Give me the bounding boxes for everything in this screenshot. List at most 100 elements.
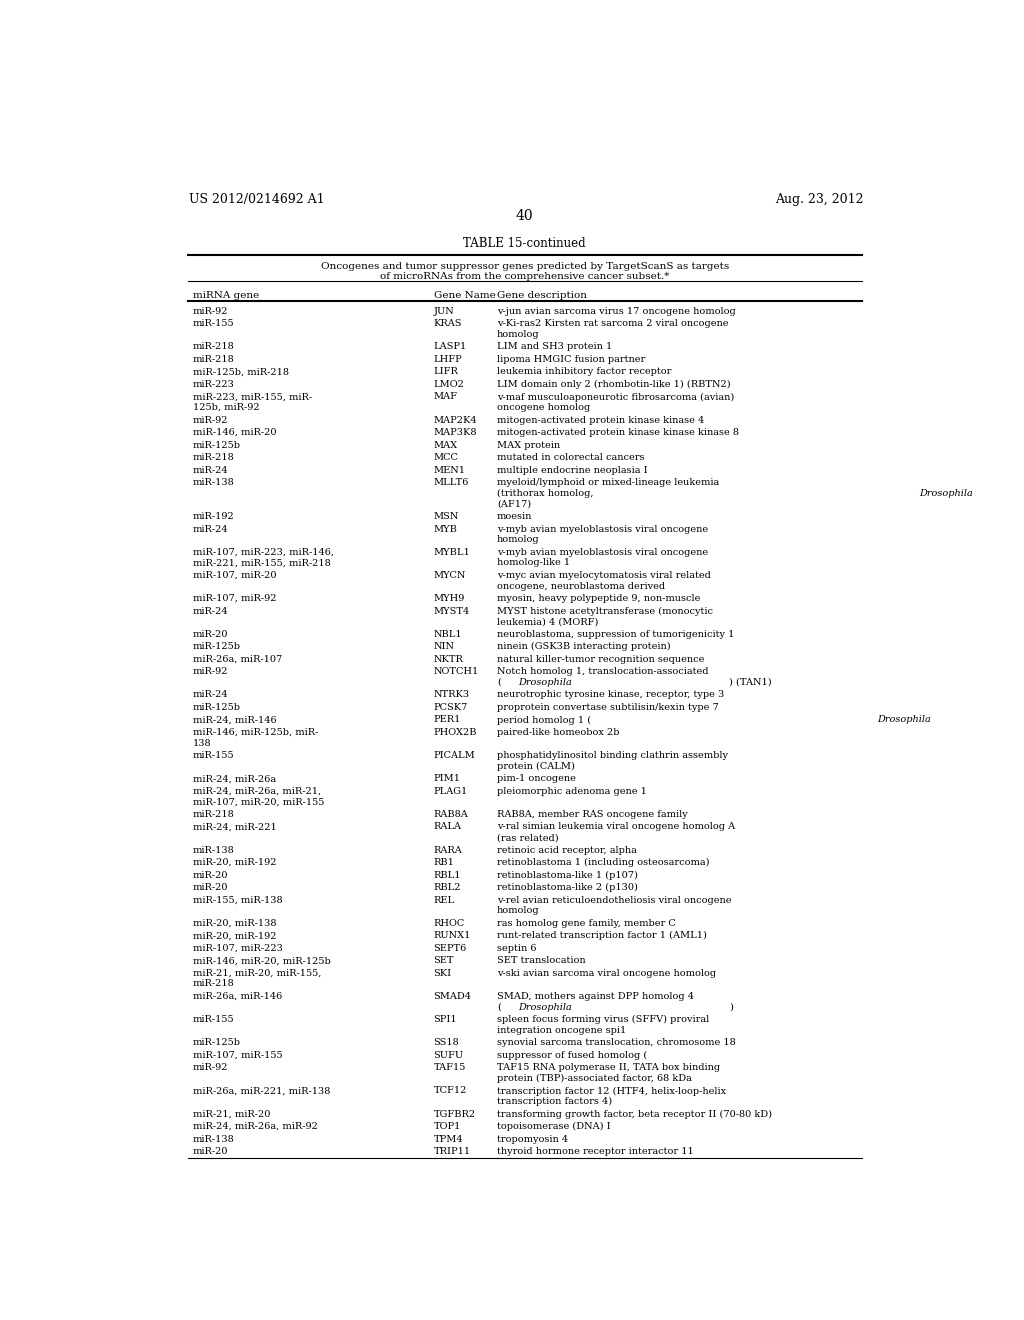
Text: miR-26a, miR-107: miR-26a, miR-107 <box>194 655 283 664</box>
Text: retinoblastoma 1 (including osteosarcoma): retinoblastoma 1 (including osteosarcoma… <box>497 858 710 867</box>
Text: miR-125b: miR-125b <box>194 1039 241 1047</box>
Text: NIN: NIN <box>433 643 455 651</box>
Text: RHOC: RHOC <box>433 919 465 928</box>
Text: MYST4: MYST4 <box>433 606 470 615</box>
Text: miR-20, miR-192: miR-20, miR-192 <box>194 932 276 940</box>
Text: SKI: SKI <box>433 969 452 978</box>
Text: homolog: homolog <box>497 330 540 339</box>
Text: of microRNAs from the comprehensive cancer subset.*: of microRNAs from the comprehensive canc… <box>380 272 670 281</box>
Text: ) (TAN1): ) (TAN1) <box>729 678 772 686</box>
Text: miR-24: miR-24 <box>194 524 228 533</box>
Text: miR-218: miR-218 <box>194 979 234 989</box>
Text: septin 6: septin 6 <box>497 944 537 953</box>
Text: miR-20: miR-20 <box>194 871 228 879</box>
Text: MCC: MCC <box>433 453 459 462</box>
Text: NOTCH1: NOTCH1 <box>433 667 479 676</box>
Text: (: ( <box>497 678 501 686</box>
Text: RUNX1: RUNX1 <box>433 932 471 940</box>
Text: LIFR: LIFR <box>433 367 459 376</box>
Text: miR-24: miR-24 <box>194 466 228 475</box>
Text: paired-like homeobox 2b: paired-like homeobox 2b <box>497 727 620 737</box>
Text: leukemia inhibitory factor receptor: leukemia inhibitory factor receptor <box>497 367 672 376</box>
Text: v-ral simian leukemia viral oncogene homolog A: v-ral simian leukemia viral oncogene hom… <box>497 822 735 832</box>
Text: v-rel avian reticuloendotheliosis viral oncogene: v-rel avian reticuloendotheliosis viral … <box>497 895 731 904</box>
Text: MAP3K8: MAP3K8 <box>433 428 477 437</box>
Text: 40: 40 <box>516 210 534 223</box>
Text: period homolog 1 (: period homolog 1 ( <box>497 715 591 725</box>
Text: neuroblastoma, suppression of tumorigenicity 1: neuroblastoma, suppression of tumorigeni… <box>497 630 734 639</box>
Text: NKTR: NKTR <box>433 655 464 664</box>
Text: pim-1 oncogene: pim-1 oncogene <box>497 775 575 783</box>
Text: miR-24, miR-146: miR-24, miR-146 <box>194 715 276 725</box>
Text: miR-107, miR-20: miR-107, miR-20 <box>194 570 276 579</box>
Text: PICALM: PICALM <box>433 751 475 760</box>
Text: miR-138: miR-138 <box>194 1135 234 1143</box>
Text: neurotrophic tyrosine kinase, receptor, type 3: neurotrophic tyrosine kinase, receptor, … <box>497 690 724 700</box>
Text: MLLT6: MLLT6 <box>433 478 469 487</box>
Text: retinoic acid receptor, alpha: retinoic acid receptor, alpha <box>497 846 637 854</box>
Text: phosphatidylinositol binding clathrin assembly: phosphatidylinositol binding clathrin as… <box>497 751 728 760</box>
Text: miR-155, miR-138: miR-155, miR-138 <box>194 895 283 904</box>
Text: homolog-like 1: homolog-like 1 <box>497 558 570 568</box>
Text: miR-138: miR-138 <box>194 478 234 487</box>
Text: SMAD4: SMAD4 <box>433 991 471 1001</box>
Text: miR-125b: miR-125b <box>194 441 241 450</box>
Text: RBL1: RBL1 <box>433 871 461 879</box>
Text: MYB: MYB <box>433 524 458 533</box>
Text: miR-20, miR-192: miR-20, miR-192 <box>194 858 276 867</box>
Text: TOP1: TOP1 <box>433 1122 461 1131</box>
Text: PLAG1: PLAG1 <box>433 787 468 796</box>
Text: moesin: moesin <box>497 512 532 521</box>
Text: SS18: SS18 <box>433 1039 460 1047</box>
Text: miR-24, miR-26a, miR-21,: miR-24, miR-26a, miR-21, <box>194 787 322 796</box>
Text: protein (TBP)-associated factor, 68 kDa: protein (TBP)-associated factor, 68 kDa <box>497 1074 692 1084</box>
Text: Aug. 23, 2012: Aug. 23, 2012 <box>775 193 863 206</box>
Text: miR-125b, miR-218: miR-125b, miR-218 <box>194 367 289 376</box>
Text: TAF15: TAF15 <box>433 1064 466 1072</box>
Text: PIM1: PIM1 <box>433 775 461 783</box>
Text: TABLE 15-continued: TABLE 15-continued <box>464 236 586 249</box>
Text: natural killer-tumor recognition sequence: natural killer-tumor recognition sequenc… <box>497 655 705 664</box>
Text: myeloid/lymphoid or mixed-lineage leukemia: myeloid/lymphoid or mixed-lineage leukem… <box>497 478 719 487</box>
Text: MYBL1: MYBL1 <box>433 548 470 557</box>
Text: miR-92: miR-92 <box>194 306 228 315</box>
Text: MEN1: MEN1 <box>433 466 466 475</box>
Text: PHOX2B: PHOX2B <box>433 727 477 737</box>
Text: Drosophila: Drosophila <box>920 488 973 498</box>
Text: ras homolog gene family, member C: ras homolog gene family, member C <box>497 919 676 928</box>
Text: miR-218: miR-218 <box>194 355 234 364</box>
Text: multiple endocrine neoplasia I: multiple endocrine neoplasia I <box>497 466 647 475</box>
Text: protein (CALM): protein (CALM) <box>497 762 574 771</box>
Text: miR-107, miR-20, miR-155: miR-107, miR-20, miR-155 <box>194 797 325 807</box>
Text: miR-92: miR-92 <box>194 416 228 425</box>
Text: synovial sarcoma translocation, chromosome 18: synovial sarcoma translocation, chromoso… <box>497 1039 736 1047</box>
Text: TGFBR2: TGFBR2 <box>433 1110 476 1118</box>
Text: LMO2: LMO2 <box>433 380 465 389</box>
Text: SET translocation: SET translocation <box>497 956 586 965</box>
Text: miR-146, miR-20: miR-146, miR-20 <box>194 428 276 437</box>
Text: mitogen-activated protein kinase kinase 4: mitogen-activated protein kinase kinase … <box>497 416 705 425</box>
Text: Oncogenes and tumor suppressor genes predicted by TargetScanS as targets: Oncogenes and tumor suppressor genes pre… <box>321 263 729 271</box>
Text: RBL2: RBL2 <box>433 883 461 892</box>
Text: integration oncogene spi1: integration oncogene spi1 <box>497 1026 627 1035</box>
Text: v-Ki-ras2 Kirsten rat sarcoma 2 viral oncogene: v-Ki-ras2 Kirsten rat sarcoma 2 viral on… <box>497 319 728 329</box>
Text: myosin, heavy polypeptide 9, non-muscle: myosin, heavy polypeptide 9, non-muscle <box>497 594 700 603</box>
Text: SUFU: SUFU <box>433 1051 464 1060</box>
Text: SMAD, mothers against DPP homolog 4: SMAD, mothers against DPP homolog 4 <box>497 991 694 1001</box>
Text: leukemia) 4 (MORF): leukemia) 4 (MORF) <box>497 618 598 626</box>
Text: v-myb avian myeloblastosis viral oncogene: v-myb avian myeloblastosis viral oncogen… <box>497 524 709 533</box>
Text: miR-221, miR-155, miR-218: miR-221, miR-155, miR-218 <box>194 558 331 568</box>
Text: thyroid hormone receptor interactor 11: thyroid hormone receptor interactor 11 <box>497 1147 694 1156</box>
Text: lipoma HMGIC fusion partner: lipoma HMGIC fusion partner <box>497 355 645 364</box>
Text: oncogene homolog: oncogene homolog <box>497 403 590 412</box>
Text: miR-107, miR-223, miR-146,: miR-107, miR-223, miR-146, <box>194 548 334 557</box>
Text: NBL1: NBL1 <box>433 630 462 639</box>
Text: miR-20: miR-20 <box>194 1147 228 1156</box>
Text: v-jun avian sarcoma virus 17 oncogene homolog: v-jun avian sarcoma virus 17 oncogene ho… <box>497 306 736 315</box>
Text: v-maf musculoaponeurotic fibrosarcoma (avian): v-maf musculoaponeurotic fibrosarcoma (a… <box>497 392 734 401</box>
Text: miR-155: miR-155 <box>194 751 234 760</box>
Text: miR-107, miR-223: miR-107, miR-223 <box>194 944 283 953</box>
Text: transforming growth factor, beta receptor II (70-80 kD): transforming growth factor, beta recepto… <box>497 1110 772 1119</box>
Text: miR-24, miR-26a, miR-92: miR-24, miR-26a, miR-92 <box>194 1122 317 1131</box>
Text: miR-24: miR-24 <box>194 606 228 615</box>
